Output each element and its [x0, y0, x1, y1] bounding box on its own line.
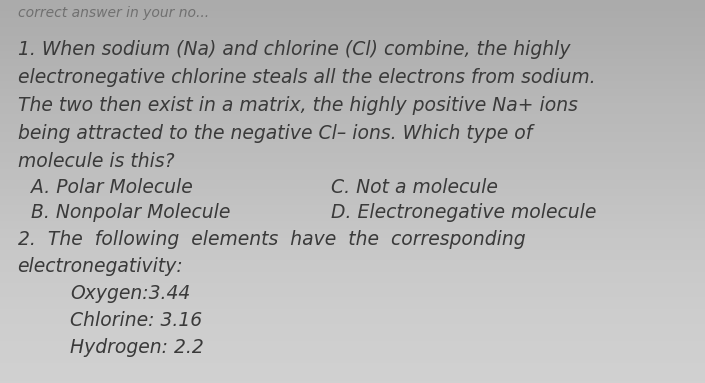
- Text: Oxygen:3.44: Oxygen:3.44: [70, 284, 191, 303]
- Text: molecule is this?: molecule is this?: [18, 152, 174, 171]
- Text: D. Electronegative molecule: D. Electronegative molecule: [331, 203, 596, 222]
- Text: B. Nonpolar Molecule: B. Nonpolar Molecule: [25, 203, 230, 222]
- Text: Chlorine: 3.16: Chlorine: 3.16: [70, 311, 202, 330]
- Text: correct answer in your no...: correct answer in your no...: [18, 6, 209, 20]
- Text: electronegativity:: electronegativity:: [18, 257, 183, 277]
- Text: The two then exist in a matrix, the highly positive Na+ ions: The two then exist in a matrix, the high…: [18, 96, 577, 115]
- Text: C. Not a molecule: C. Not a molecule: [331, 178, 498, 197]
- Text: being attracted to the negative Cl– ions. Which type of: being attracted to the negative Cl– ions…: [18, 124, 532, 143]
- Text: 2.  The  following  elements  have  the  corresponding: 2. The following elements have the corre…: [18, 230, 525, 249]
- Text: A. Polar Molecule: A. Polar Molecule: [25, 178, 192, 197]
- Text: Hydrogen: 2.2: Hydrogen: 2.2: [70, 338, 204, 357]
- Text: 1. When sodium (Na) and chlorine (Cl) combine, the highly: 1. When sodium (Na) and chlorine (Cl) co…: [18, 40, 570, 59]
- Text: electronegative chlorine steals all the electrons from sodium.: electronegative chlorine steals all the …: [18, 68, 595, 87]
